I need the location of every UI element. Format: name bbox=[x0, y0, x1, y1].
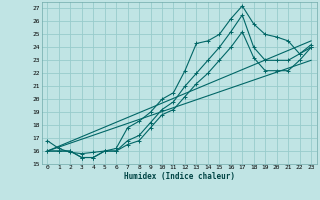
X-axis label: Humidex (Indice chaleur): Humidex (Indice chaleur) bbox=[124, 172, 235, 181]
